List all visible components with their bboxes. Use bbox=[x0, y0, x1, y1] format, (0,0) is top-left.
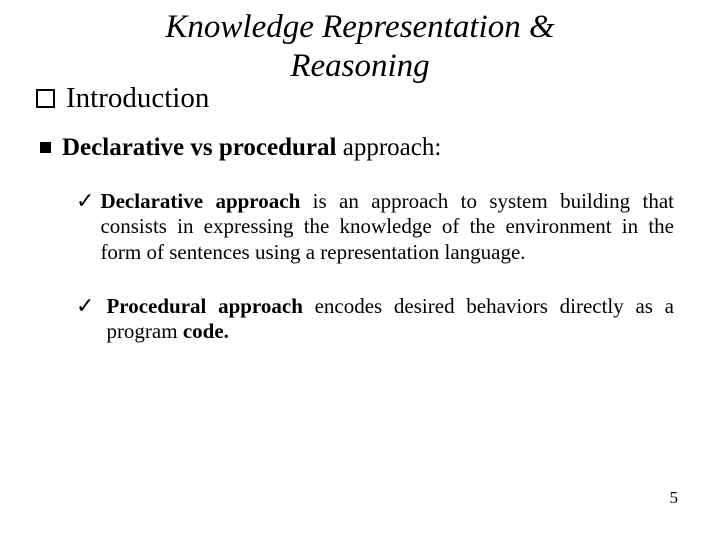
check-item-1: ✓ Declarative approach is an approach to… bbox=[76, 189, 674, 266]
checkmark-icon: ✓ bbox=[76, 295, 94, 317]
item1-bold: Declarative approach bbox=[100, 189, 300, 213]
hollow-square-bullet-icon bbox=[36, 89, 55, 108]
main-bullet: Declarative vs procedural approach: bbox=[40, 133, 684, 163]
title-line-2: Reasoning bbox=[290, 48, 429, 84]
filled-square-bullet-icon bbox=[40, 142, 51, 153]
slide-title: Knowledge Representation & Reasoning bbox=[36, 8, 684, 86]
title-line-1: Knowledge Representation & bbox=[165, 9, 554, 45]
checkmark-icon: ✓ bbox=[76, 190, 94, 212]
check-item-2-text: Procedural approach encodes desired beha… bbox=[100, 294, 674, 345]
main-bullet-rest: approach: bbox=[336, 134, 441, 161]
check-item-2: ✓ Procedural approach encodes desired be… bbox=[76, 294, 674, 345]
section-label: Introduction bbox=[66, 82, 209, 115]
section-heading: Introduction bbox=[36, 82, 684, 115]
main-bullet-bold: Declarative vs procedural bbox=[62, 134, 336, 161]
page-number: 5 bbox=[670, 488, 679, 508]
item2-bold: Procedural approach bbox=[106, 294, 302, 318]
main-bullet-text: Declarative vs procedural approach: bbox=[62, 133, 441, 163]
slide: Knowledge Representation & Reasoning Int… bbox=[0, 0, 720, 540]
check-item-1-text: Declarative approach is an approach to s… bbox=[100, 189, 674, 266]
item2-bold2: code. bbox=[183, 319, 229, 343]
